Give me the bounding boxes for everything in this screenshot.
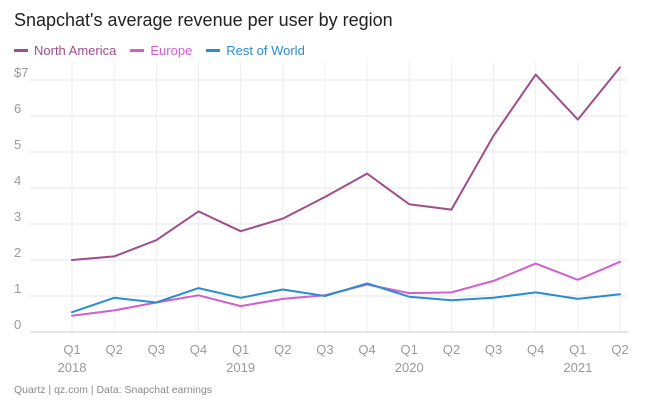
- x-tick-label: Q2: [611, 342, 628, 357]
- y-tick-label: 6: [14, 101, 21, 116]
- x-year-label: 2021: [563, 360, 592, 375]
- y-tick-label: 2: [14, 245, 21, 260]
- series-line-rest-of-world: [71, 282, 621, 314]
- source-footer: Quartz | qz.com | Data: Snapchat earning…: [14, 384, 213, 396]
- legend-swatch-rest-of-world: [206, 49, 221, 52]
- legend-label-rest-of-world: Rest of World: [226, 43, 305, 58]
- x-tick-label: Q3: [485, 342, 502, 357]
- y-tick-label: 4: [14, 173, 21, 188]
- x-tick-label: Q4: [527, 342, 544, 357]
- chart-title: Snapchat's average revenue per user by r…: [14, 10, 393, 30]
- x-tick-label: Q4: [358, 342, 375, 357]
- y-tick-label: 5: [14, 137, 21, 152]
- x-year-label: 2018: [58, 360, 87, 375]
- legend-item-north-america: North America: [14, 43, 116, 58]
- x-tick-label: Q3: [148, 342, 165, 357]
- x-tick-label: Q1: [569, 342, 586, 357]
- x-tick-label: Q1: [63, 342, 80, 357]
- legend-swatch-north-america: [14, 49, 28, 52]
- x-year-label: 2020: [395, 360, 424, 375]
- x-tick-label: Q3: [316, 342, 333, 357]
- legend-swatch-europe: [130, 49, 145, 52]
- x-tick-label: Q2: [274, 342, 291, 357]
- x-tick-label: Q2: [443, 342, 460, 357]
- legend-item-rest-of-world: Rest of World: [206, 43, 305, 58]
- y-tick-label: 0: [14, 317, 21, 332]
- legend-label-north-america: North America: [34, 43, 117, 58]
- y-tick-label: $7: [14, 65, 28, 80]
- series-line-north-america: [71, 66, 621, 261]
- x-tick-label: Q4: [190, 342, 207, 357]
- x-year-label: 2019: [226, 360, 255, 375]
- x-tick-label: Q1: [401, 342, 418, 357]
- x-tick-label: Q1: [232, 342, 249, 357]
- y-tick-label: 1: [14, 281, 21, 296]
- y-tick-label: 3: [14, 209, 21, 224]
- x-tick-label: Q2: [105, 342, 122, 357]
- legend-label-europe: Europe: [150, 43, 193, 58]
- legend: North America Europe Rest of World: [14, 43, 305, 58]
- legend-item-europe: Europe: [130, 43, 192, 58]
